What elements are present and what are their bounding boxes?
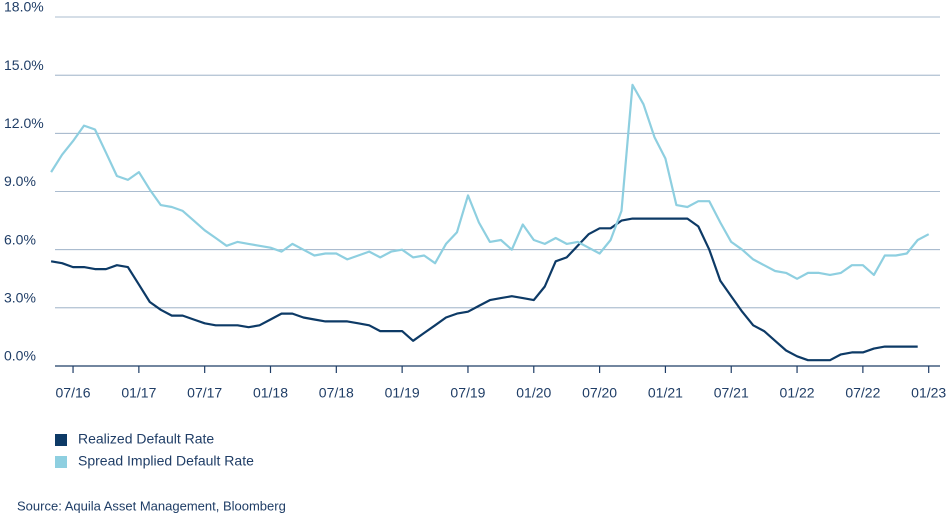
x-tick-label: 07/22 <box>845 385 880 401</box>
y-tick-label: 0.0% <box>4 348 36 364</box>
x-tick-label: 07/19 <box>450 385 485 401</box>
y-tick-label: 6.0% <box>4 231 36 247</box>
y-tick-label: 9.0% <box>4 173 36 189</box>
x-tick-label: 07/20 <box>582 385 617 401</box>
x-tick-label: 01/17 <box>121 385 156 401</box>
y-tick-label: 3.0% <box>4 290 36 306</box>
x-tick-label: 01/21 <box>648 385 683 401</box>
y-tick-label: 18.0% <box>4 0 44 15</box>
y-tick-label: 15.0% <box>4 57 44 73</box>
x-tick-label: 07/16 <box>56 385 91 401</box>
y-tick-label: 12.0% <box>4 115 44 131</box>
series-line <box>50 217 918 362</box>
x-tick-label: 01/18 <box>253 385 288 401</box>
series-line <box>50 83 930 280</box>
legend-label: Spread Implied Default Rate <box>78 453 254 469</box>
source-note: Source: Aquila Asset Management, Bloombe… <box>17 498 286 513</box>
legend-label: Realized Default Rate <box>78 431 214 447</box>
x-tick-label: 07/17 <box>187 385 222 401</box>
x-tick-label: 01/22 <box>780 385 815 401</box>
x-tick-label: 01/20 <box>516 385 551 401</box>
x-tick-label: 07/18 <box>319 385 354 401</box>
x-tick-label: 01/19 <box>385 385 420 401</box>
x-tick-label: 07/21 <box>714 385 749 401</box>
x-tick-label: 01/23 <box>911 385 946 401</box>
legend-swatch <box>55 456 67 468</box>
legend-swatch <box>55 434 67 446</box>
